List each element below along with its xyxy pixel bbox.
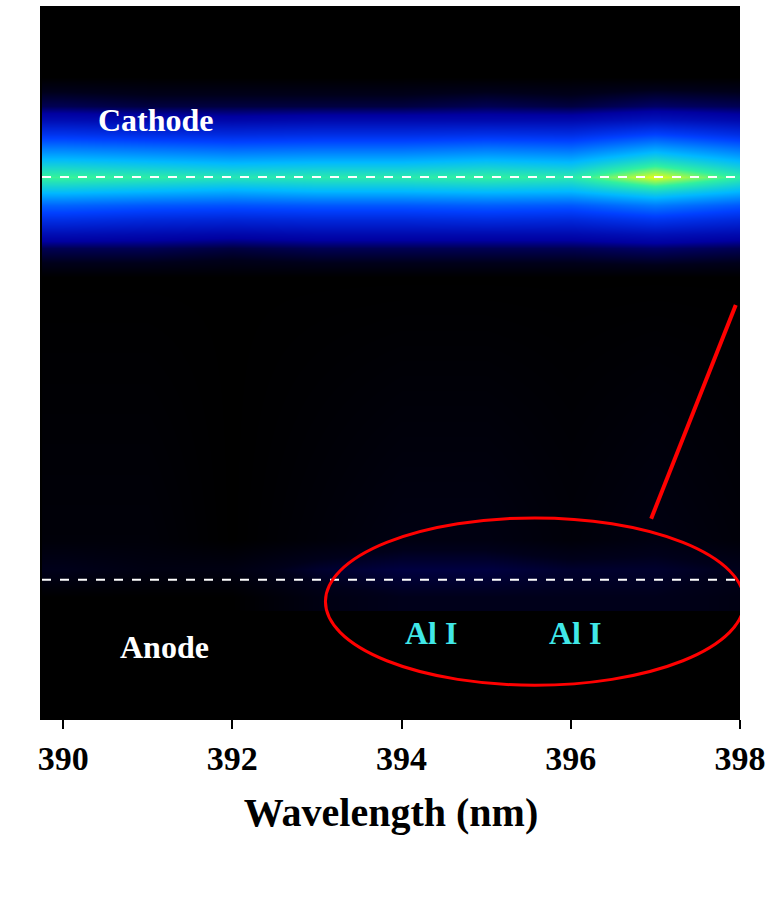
svg-text:Al I: Al I [549, 615, 601, 651]
svg-text:Al I: Al I [405, 615, 457, 651]
svg-text:398: 398 [715, 740, 766, 777]
svg-text:Wavelength (nm): Wavelength (nm) [244, 790, 538, 835]
svg-text:392: 392 [207, 740, 258, 777]
svg-text:Cathode: Cathode [98, 102, 214, 138]
svg-text:390: 390 [38, 740, 89, 777]
svg-text:396: 396 [545, 740, 596, 777]
svg-text:Anode: Anode [120, 629, 209, 665]
svg-text:394: 394 [376, 740, 427, 777]
